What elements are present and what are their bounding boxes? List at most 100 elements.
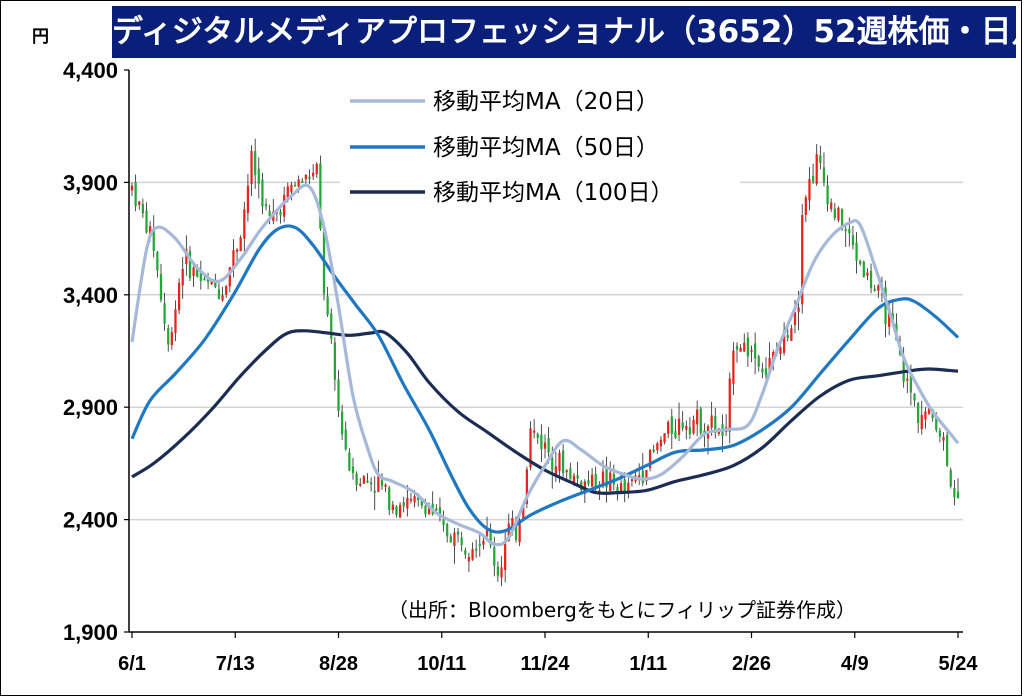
- candle-down: [337, 379, 340, 411]
- candle-down: [217, 289, 221, 299]
- candle-down: [206, 278, 210, 282]
- candle-down: [257, 168, 260, 184]
- candle-down: [152, 229, 155, 252]
- candle-up: [377, 476, 380, 492]
- chart-title: ディジタルメディアプロフェッショナル（3652）52週株価・日足: [112, 6, 1016, 58]
- y-tick-label: 4,400: [63, 58, 118, 83]
- candle-down: [145, 210, 148, 233]
- candle-up: [239, 237, 242, 252]
- candle-down: [714, 415, 717, 433]
- candle-up: [627, 482, 630, 494]
- candle-down: [203, 278, 206, 281]
- candle-up: [793, 311, 797, 325]
- candle-down: [757, 356, 760, 367]
- candle-up: [138, 201, 141, 205]
- candle-down: [134, 181, 137, 206]
- candle-down: [475, 548, 478, 551]
- candle-up: [185, 249, 188, 264]
- candle-up: [453, 532, 456, 547]
- candle-down: [478, 543, 481, 546]
- candle-down: [859, 260, 862, 265]
- candle-up: [685, 426, 688, 430]
- candle-up: [565, 470, 568, 473]
- candle-down: [366, 480, 369, 483]
- line-ma50: [130, 224, 960, 534]
- candle-up: [221, 295, 224, 301]
- candle-down: [561, 450, 565, 474]
- candle-up: [130, 185, 134, 191]
- candle-up: [235, 249, 239, 252]
- candle-up: [283, 195, 286, 217]
- candle-down: [496, 566, 500, 576]
- x-tick-label: 10/11: [417, 653, 466, 675]
- candle-down: [844, 229, 847, 232]
- candle-down: [261, 179, 264, 207]
- candle-down: [674, 431, 677, 438]
- x-tick-label: 6/1: [118, 653, 146, 675]
- candle-down: [438, 507, 442, 517]
- candle-up: [906, 378, 909, 381]
- candle-down: [652, 449, 655, 452]
- candle-up: [768, 358, 771, 370]
- candle-up: [398, 504, 402, 518]
- candle-up: [243, 209, 246, 239]
- candle-down: [355, 473, 358, 485]
- candle-down: [464, 550, 467, 555]
- x-tick-label: 2/26: [732, 653, 771, 675]
- candle-up: [315, 163, 318, 175]
- x-tick-label: 4/9: [841, 653, 869, 675]
- candle-up: [181, 268, 184, 286]
- candle-down: [351, 466, 355, 474]
- candle-up: [920, 415, 923, 430]
- candle-up: [942, 437, 945, 441]
- candle-down: [819, 155, 822, 163]
- candle-up: [304, 174, 308, 180]
- candle-down: [380, 479, 384, 487]
- candle-up: [225, 285, 228, 295]
- candle-down: [540, 434, 543, 450]
- candle-down: [188, 250, 192, 279]
- candle-down: [330, 313, 333, 339]
- candle-down: [949, 470, 952, 487]
- candle-down: [873, 288, 876, 291]
- candle-down: [623, 479, 626, 493]
- candle-down: [884, 287, 887, 325]
- candle-up: [677, 418, 681, 435]
- candle-up: [246, 185, 250, 214]
- candle-down: [264, 204, 268, 207]
- candle-down: [141, 203, 144, 214]
- candle-down: [688, 427, 692, 435]
- candle-down: [373, 490, 376, 493]
- candle-up: [710, 415, 713, 428]
- x-tick-label: 8/28: [319, 653, 358, 675]
- candle-down: [442, 519, 445, 526]
- candle-up: [808, 178, 811, 201]
- candle-down: [214, 279, 217, 288]
- candle-up: [362, 476, 365, 484]
- candle-down: [822, 167, 826, 183]
- candle-down: [956, 491, 960, 499]
- candle-up: [192, 267, 195, 277]
- y-tick-label: 3,400: [63, 283, 118, 308]
- candle-up: [790, 328, 793, 341]
- candle-up: [830, 202, 833, 210]
- candle-down: [851, 235, 855, 246]
- candle-up: [290, 184, 293, 192]
- x-tick-label: 7/13: [216, 653, 255, 675]
- candle-up: [601, 471, 605, 487]
- candle-up: [801, 215, 804, 305]
- legend-label-ma20: 移動平均MA（20日）: [433, 89, 659, 115]
- candle-down: [167, 328, 170, 345]
- candle-down: [855, 242, 858, 261]
- candle-down: [746, 337, 750, 357]
- candle-down: [456, 531, 460, 535]
- candle-up: [518, 520, 521, 542]
- candle-down: [536, 433, 539, 438]
- candle-down: [862, 261, 865, 277]
- candle-up: [525, 469, 529, 504]
- candle-up: [590, 474, 594, 487]
- candle-up: [232, 250, 235, 269]
- candle-up: [406, 497, 409, 509]
- candle-up: [409, 498, 413, 501]
